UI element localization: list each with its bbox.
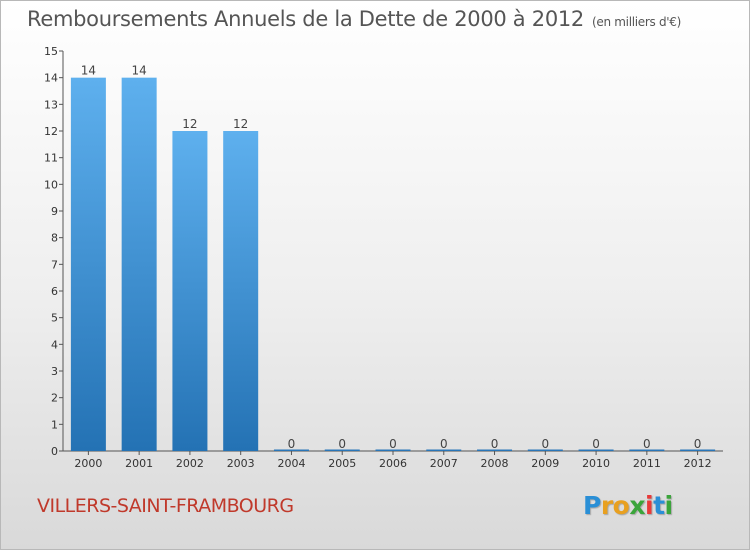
y-tick-label: 15 — [44, 45, 58, 58]
y-tick-label: 14 — [44, 72, 58, 85]
logo-letter: P — [583, 491, 601, 520]
bar — [172, 131, 208, 451]
data-label: 0 — [288, 437, 296, 451]
data-label: 0 — [694, 437, 702, 451]
data-label: 0 — [643, 437, 651, 451]
y-tick-label: 7 — [51, 258, 58, 271]
x-tick-label: 2003 — [227, 457, 255, 470]
bar — [578, 449, 614, 451]
y-tick-label: 11 — [44, 152, 58, 165]
x-tick-label: 2002 — [176, 457, 204, 470]
logo-letter: i — [645, 491, 654, 520]
x-tick-label: 2011 — [633, 457, 661, 470]
bar — [477, 449, 513, 451]
bar — [223, 131, 259, 451]
x-tick-label: 2008 — [481, 457, 509, 470]
data-label: 14 — [81, 64, 96, 78]
bar — [527, 449, 563, 451]
logo-letter: t — [653, 491, 665, 520]
x-tick-label: 2004 — [277, 457, 305, 470]
bar — [273, 449, 309, 451]
bar — [70, 77, 106, 452]
bar — [680, 449, 716, 451]
y-tick-label: 9 — [51, 205, 58, 218]
y-tick-label: 1 — [51, 418, 58, 431]
bar — [375, 449, 411, 451]
x-tick-label: 2000 — [74, 457, 102, 470]
y-tick-label: 10 — [44, 178, 58, 191]
labels: 2000 14 2001 14 2002 12 2003 12 2004 0 2005 0 2006 0 2… — [74, 64, 711, 470]
logo-letter: i — [664, 491, 674, 520]
x-tick-label: 2006 — [379, 457, 407, 470]
data-label: 0 — [491, 437, 499, 451]
data-label: 12 — [233, 117, 248, 131]
y-tick-label: 2 — [51, 392, 58, 405]
bars — [70, 77, 716, 452]
data-label: 0 — [338, 437, 346, 451]
x-tick-label: 2010 — [582, 457, 610, 470]
data-label: 12 — [182, 117, 197, 131]
logo-letter: r — [600, 491, 613, 520]
y-tick-label: 3 — [51, 365, 58, 378]
logo-letter: o — [612, 491, 630, 520]
y-tick-label: 12 — [44, 125, 58, 138]
data-label: 14 — [132, 64, 147, 78]
bar — [629, 449, 665, 451]
y-tick-label: 8 — [51, 232, 58, 245]
data-label: 0 — [541, 437, 549, 451]
x-tick-label: 2012 — [684, 457, 712, 470]
proxiti-logo[interactable]: Proxiti — [583, 491, 673, 520]
x-tick-label: 2009 — [531, 457, 559, 470]
chart-title: Remboursements Annuels de la Dette de 20… — [27, 7, 681, 31]
logo-letter: x — [629, 491, 645, 520]
bar — [426, 449, 462, 451]
x-tick-label: 2005 — [328, 457, 356, 470]
chart-title-text: Remboursements Annuels de la Dette de 20… — [27, 7, 584, 31]
y-tick-label: 13 — [44, 98, 58, 111]
bar — [121, 77, 157, 452]
bar — [324, 449, 360, 451]
chart-unit-note: (en milliers d'€) — [592, 15, 682, 29]
data-label: 0 — [592, 437, 600, 451]
x-tick-label: 2001 — [125, 457, 153, 470]
y-tick-label: 0 — [51, 445, 58, 458]
y-tick-label: 5 — [51, 312, 58, 325]
y-tick-label: 4 — [51, 338, 58, 351]
commune-name: VILLERS-SAINT-FRAMBOURG — [37, 495, 294, 517]
data-label: 0 — [389, 437, 397, 451]
y-tick-label: 6 — [51, 285, 58, 298]
data-label: 0 — [440, 437, 448, 451]
x-tick-label: 2007 — [430, 457, 458, 470]
